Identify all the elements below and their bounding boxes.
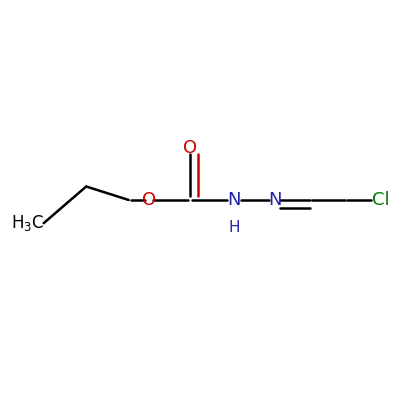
Text: O: O	[142, 191, 156, 209]
Text: N: N	[268, 191, 281, 209]
Text: H$_3$C: H$_3$C	[10, 213, 44, 233]
Text: H: H	[228, 220, 240, 234]
Text: N: N	[227, 191, 241, 209]
Text: Cl: Cl	[372, 191, 390, 209]
Text: O: O	[182, 139, 197, 157]
